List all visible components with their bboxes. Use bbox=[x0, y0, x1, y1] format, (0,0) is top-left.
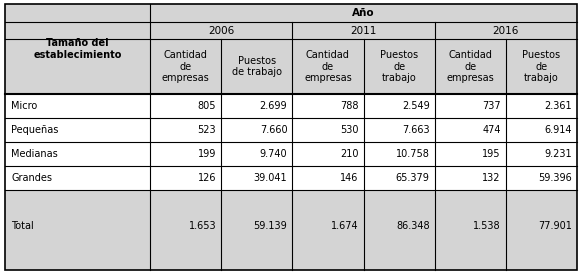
Bar bbox=[221, 39, 292, 94]
Text: 65.379: 65.379 bbox=[396, 173, 430, 183]
Text: 2011: 2011 bbox=[350, 25, 377, 36]
Bar bbox=[5, 190, 577, 270]
Text: 805: 805 bbox=[198, 101, 216, 111]
Text: 7.663: 7.663 bbox=[402, 125, 430, 135]
Text: 199: 199 bbox=[198, 149, 216, 159]
Text: 146: 146 bbox=[340, 173, 359, 183]
Text: 195: 195 bbox=[482, 149, 501, 159]
Text: 737: 737 bbox=[482, 101, 501, 111]
Text: 10.758: 10.758 bbox=[396, 149, 430, 159]
Bar bbox=[5, 94, 577, 118]
Text: 132: 132 bbox=[482, 173, 501, 183]
Text: 474: 474 bbox=[482, 125, 501, 135]
Text: 9.740: 9.740 bbox=[260, 149, 288, 159]
Text: 1.674: 1.674 bbox=[331, 221, 359, 231]
Bar bbox=[506, 39, 577, 94]
Text: 2.361: 2.361 bbox=[544, 101, 572, 111]
Text: Puestos
de trabajo: Puestos de trabajo bbox=[232, 56, 282, 77]
Bar bbox=[150, 22, 292, 39]
Bar bbox=[150, 39, 221, 94]
Text: 1.538: 1.538 bbox=[473, 221, 501, 231]
Text: 523: 523 bbox=[197, 125, 216, 135]
Bar bbox=[292, 22, 435, 39]
Bar bbox=[364, 39, 435, 94]
Bar bbox=[435, 39, 506, 94]
Text: 6.914: 6.914 bbox=[545, 125, 572, 135]
Bar bbox=[5, 142, 577, 166]
Text: 210: 210 bbox=[340, 149, 359, 159]
Text: Puestos
de
trabajo: Puestos de trabajo bbox=[380, 50, 418, 83]
Text: 788: 788 bbox=[340, 101, 359, 111]
Text: 2.549: 2.549 bbox=[402, 101, 430, 111]
Text: 59.396: 59.396 bbox=[538, 173, 572, 183]
Text: 9.231: 9.231 bbox=[544, 149, 572, 159]
Text: 2016: 2016 bbox=[492, 25, 519, 36]
Text: 77.901: 77.901 bbox=[538, 221, 572, 231]
Text: 126: 126 bbox=[198, 173, 216, 183]
Text: Grandes: Grandes bbox=[11, 173, 52, 183]
Text: Cantidad
de
empresas: Cantidad de empresas bbox=[162, 50, 210, 83]
Text: 2.699: 2.699 bbox=[260, 101, 288, 111]
Text: 530: 530 bbox=[340, 125, 359, 135]
Text: Medianas: Medianas bbox=[11, 149, 58, 159]
Bar bbox=[150, 4, 577, 22]
Text: 7.660: 7.660 bbox=[260, 125, 288, 135]
Text: 2006: 2006 bbox=[208, 25, 235, 36]
Text: 86.348: 86.348 bbox=[396, 221, 430, 231]
Text: 1.653: 1.653 bbox=[189, 221, 216, 231]
Text: Micro: Micro bbox=[11, 101, 37, 111]
Text: Puestos
de
trabajo: Puestos de trabajo bbox=[523, 50, 560, 83]
Text: 39.041: 39.041 bbox=[254, 173, 288, 183]
Bar bbox=[5, 118, 577, 142]
Text: Cantidad
de
empresas: Cantidad de empresas bbox=[446, 50, 494, 83]
Bar bbox=[5, 166, 577, 190]
Bar bbox=[435, 22, 577, 39]
Text: Pequeñas: Pequeñas bbox=[11, 125, 58, 135]
Text: Año: Año bbox=[352, 8, 375, 18]
Text: 59.139: 59.139 bbox=[254, 221, 288, 231]
Text: Total: Total bbox=[11, 221, 34, 231]
Text: Tamaño del
establecimiento: Tamaño del establecimiento bbox=[33, 38, 122, 60]
Bar bbox=[292, 39, 364, 94]
Bar bbox=[5, 4, 150, 94]
Text: Cantidad
de
empresas: Cantidad de empresas bbox=[304, 50, 352, 83]
